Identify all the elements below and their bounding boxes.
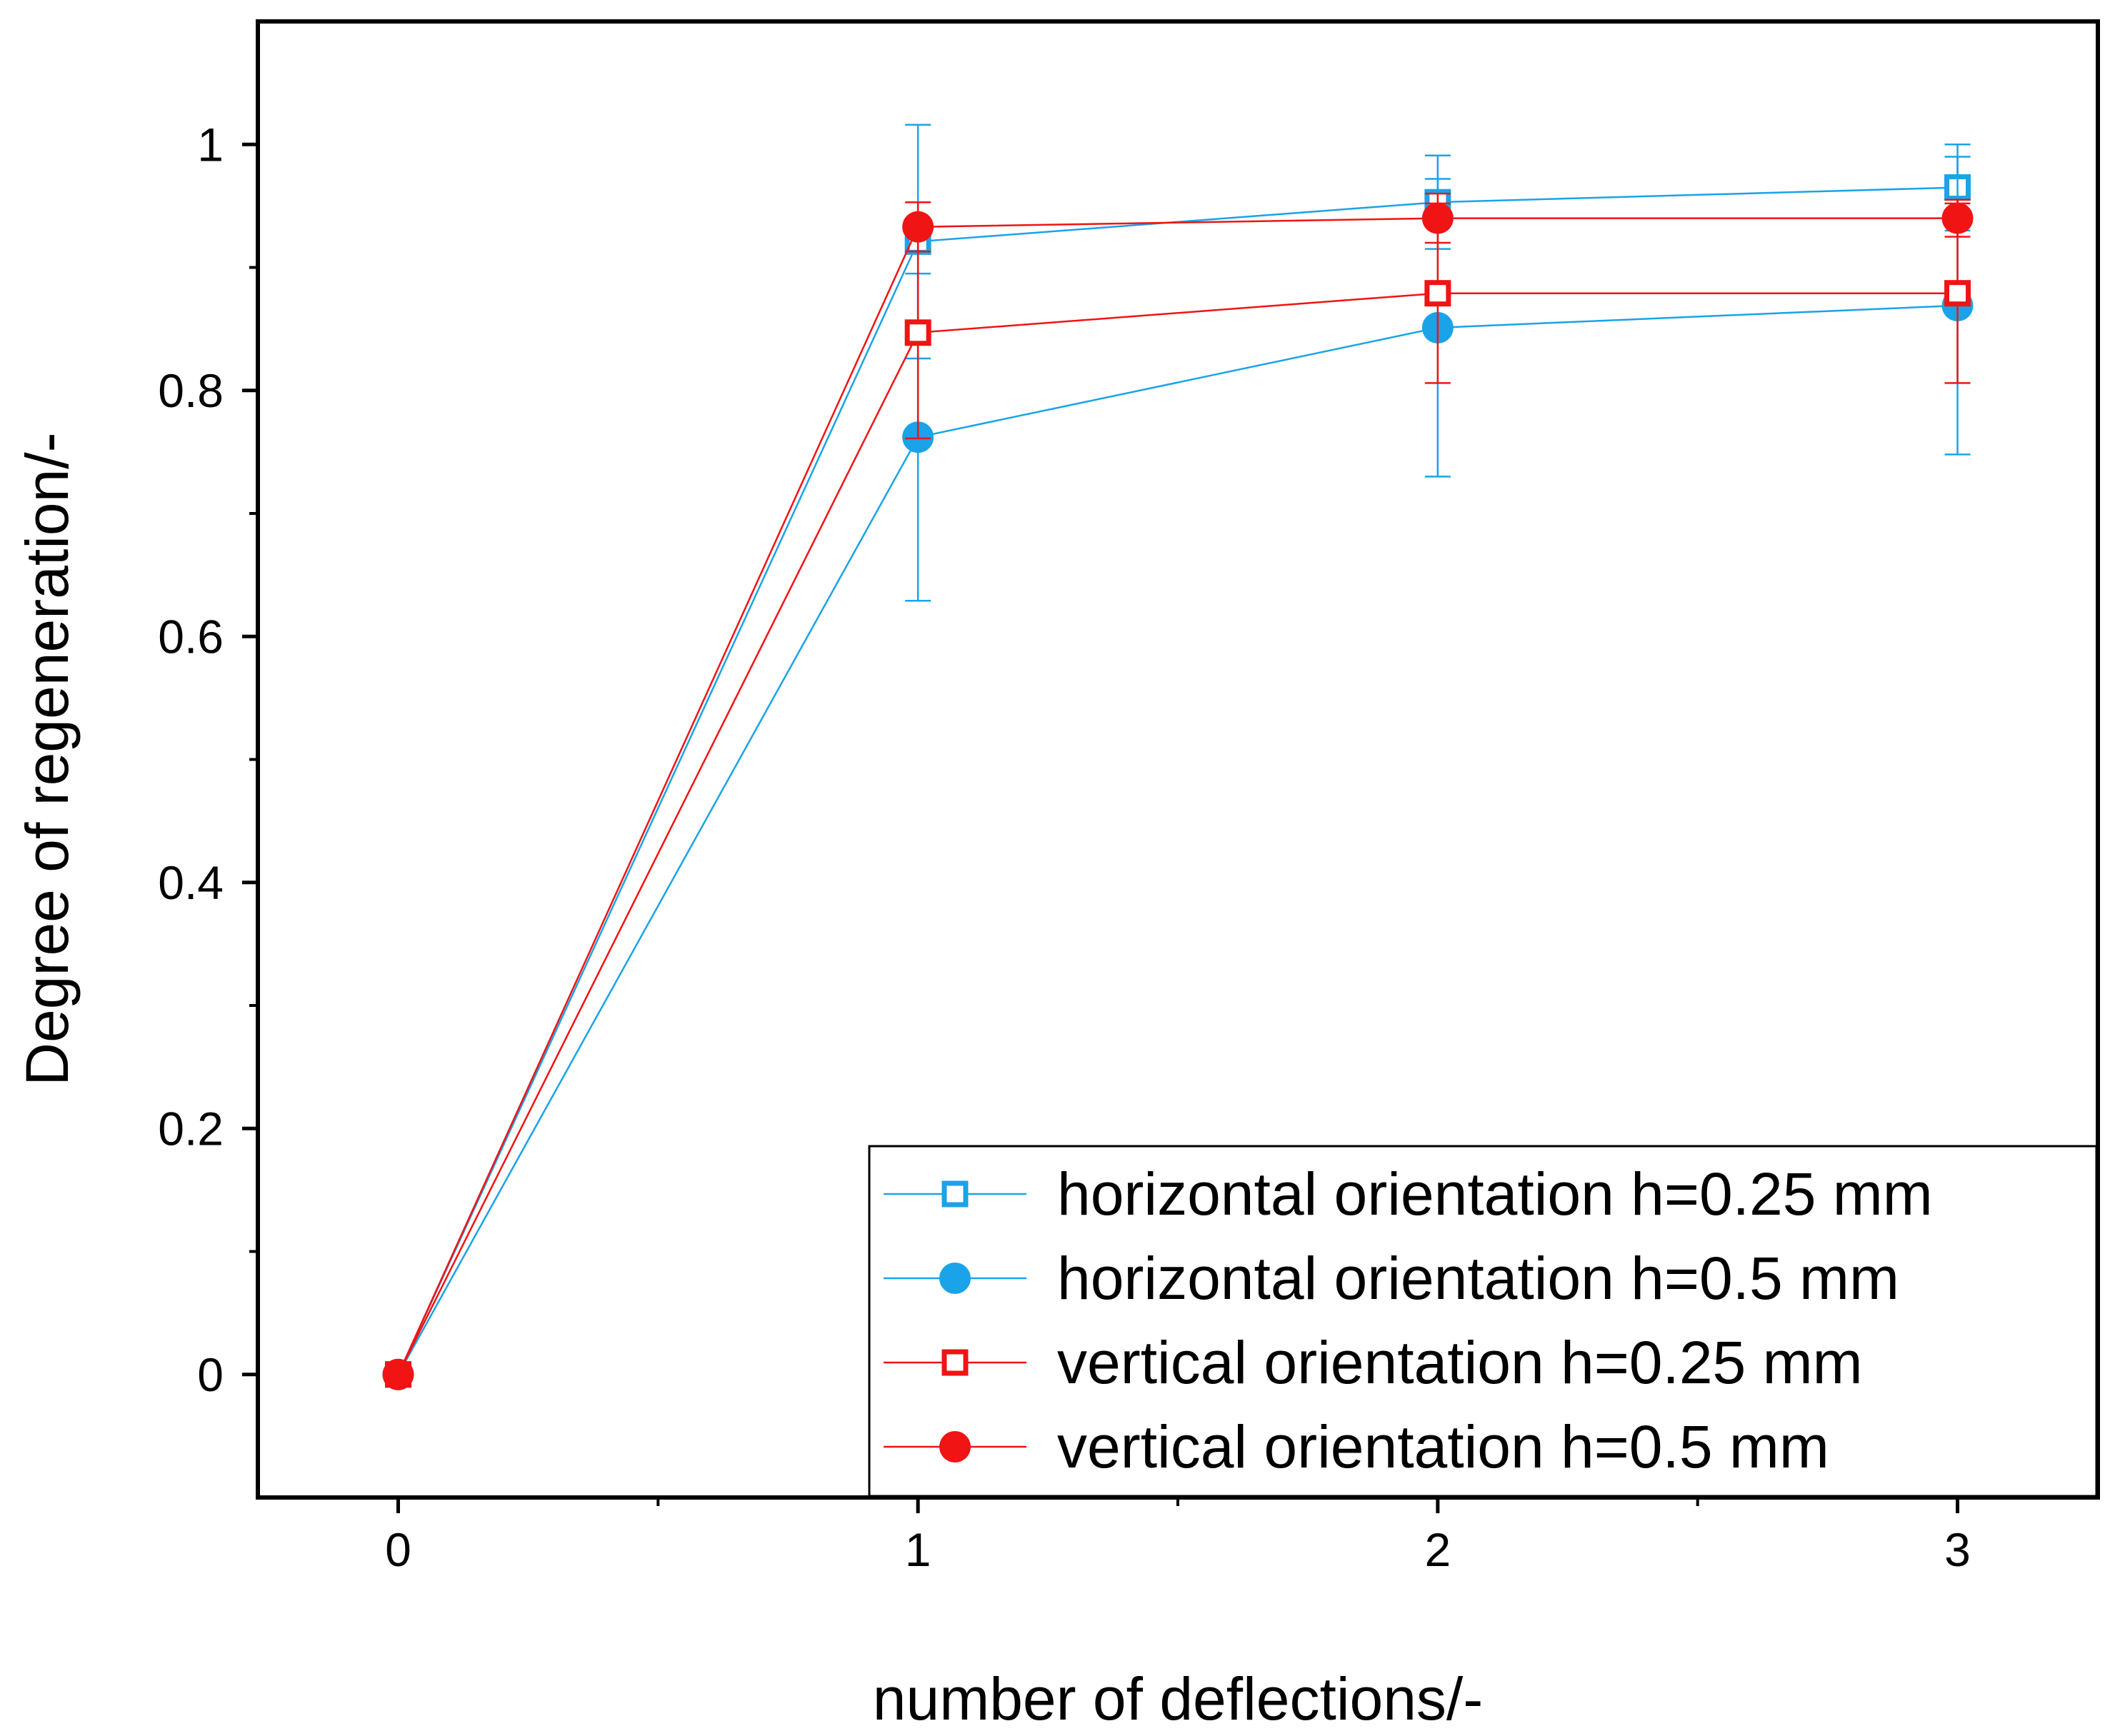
series-line: [397, 292, 1958, 1375]
x-tick-label: 2: [1424, 1523, 1451, 1576]
data-point: [382, 1358, 414, 1390]
x-tick-label: 1: [905, 1523, 931, 1576]
data-point: [902, 211, 934, 243]
y-tick-label: 0.2: [158, 1102, 224, 1155]
series-line: [397, 217, 1958, 1375]
axis-ticks: 0 0.2 0.4 0.6 0.8 1 0 1 2 3: [158, 118, 1971, 1576]
data-point: [1941, 202, 1974, 234]
legend-label: horizontal orientation h=0.25 mm: [1057, 1160, 1933, 1228]
plot-frame: [256, 19, 2100, 1500]
y-tick-label: 0.6: [158, 610, 224, 663]
x-axis-title: number of deflections/-: [873, 1665, 1483, 1732]
y-tick-label: 0.4: [158, 856, 224, 909]
y-tick-label: 0.8: [158, 364, 224, 417]
data-point: [1944, 280, 1971, 307]
data-point: [1421, 202, 1454, 234]
y-axis-title: Degree of regeneration/-: [14, 432, 81, 1085]
x-tick-label: 3: [1944, 1523, 1971, 1576]
legend-marker: [939, 1431, 971, 1462]
y-tick-label: 1: [197, 118, 224, 171]
y-tick-label: 0: [197, 1348, 224, 1401]
series-4: [382, 192, 1974, 1390]
legend-box: [868, 1145, 2098, 1497]
legend-label: vertical orientation h=0.25 mm: [1057, 1329, 1863, 1396]
legend-marker: [941, 1180, 969, 1208]
legend-label: horizontal orientation h=0.5 mm: [1057, 1245, 1899, 1312]
series-group: [382, 124, 1974, 1390]
data-point: [1424, 280, 1451, 307]
legend-label: vertical orientation h=0.5 mm: [1057, 1413, 1829, 1480]
legend-marker: [941, 1349, 969, 1376]
series-line: [397, 304, 1958, 1375]
x-tick-label: 0: [385, 1523, 411, 1576]
legend: horizontal orientation h=0.25 mm horizont…: [868, 1145, 2098, 1497]
legend-marker: [939, 1263, 971, 1294]
data-point: [904, 319, 931, 346]
